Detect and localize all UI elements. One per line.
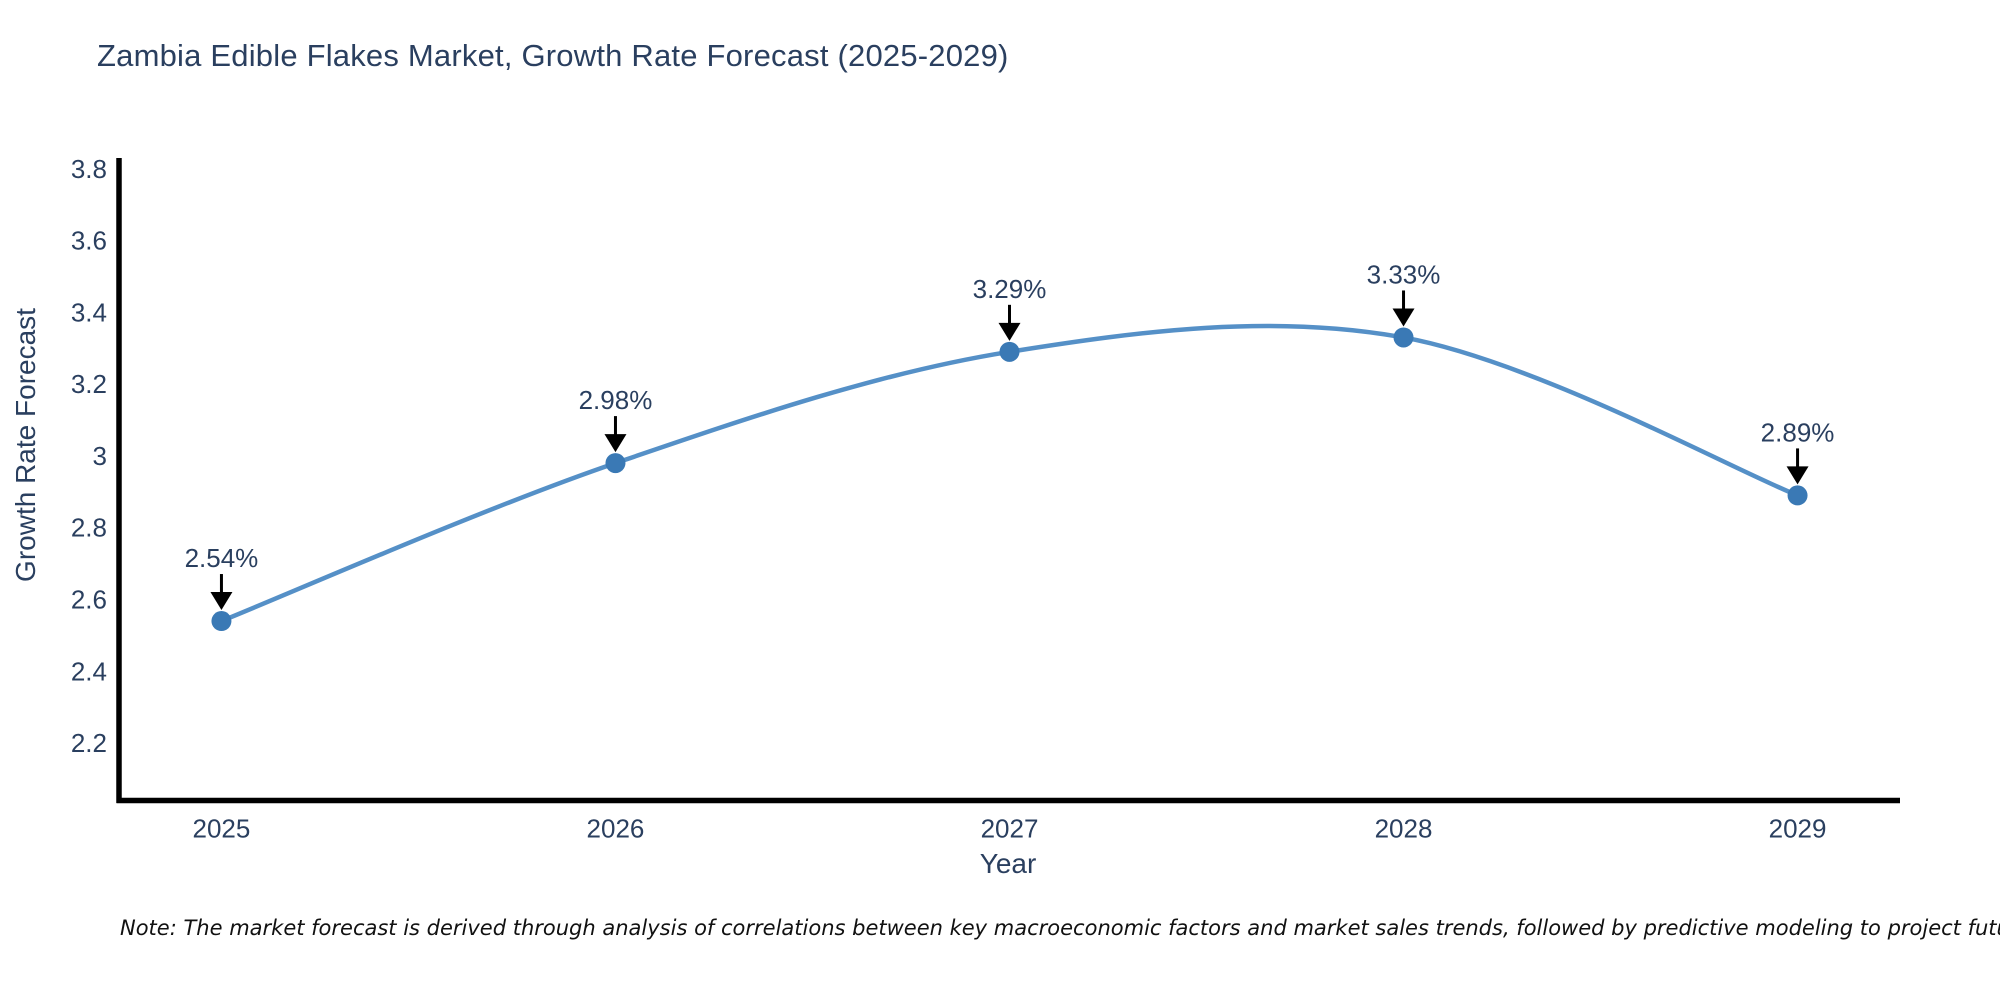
annotation-arrowhead-icon <box>210 592 233 611</box>
annotation-label: 3.33% <box>1367 259 1441 289</box>
data-point-marker[interactable] <box>211 611 232 632</box>
annotation-arrowhead-icon <box>1786 466 1809 485</box>
annotation-arrowhead-icon <box>604 434 627 453</box>
footnote: Note: The market forecast is derived thr… <box>120 916 2000 940</box>
x-tick-label: 2026 <box>587 814 645 844</box>
y-tick-label: 2.6 <box>71 584 107 614</box>
data-point-marker[interactable] <box>605 453 626 474</box>
x-tick-label: 2029 <box>1769 814 1827 844</box>
annotation-label: 2.54% <box>185 543 259 573</box>
annotation-label: 2.89% <box>1761 417 1835 447</box>
y-tick-label: 2.8 <box>71 513 107 543</box>
y-axis-title: Growth Rate Forecast <box>10 308 41 582</box>
annotation-arrowhead-icon <box>1392 308 1415 327</box>
annotation-label: 2.98% <box>579 385 653 415</box>
y-tick-label: 3 <box>93 441 107 471</box>
x-tick-label: 2027 <box>981 814 1039 844</box>
y-tick-label: 3.6 <box>71 226 107 256</box>
y-tick-label: 3.4 <box>71 297 107 327</box>
chart-title: Zambia Edible Flakes Market, Growth Rate… <box>97 38 1009 73</box>
x-axis-title: Year <box>979 848 1037 879</box>
y-tick-label: 3.2 <box>71 369 107 399</box>
annotation-arrowhead-icon <box>998 322 1021 341</box>
y-tick-label: 2.2 <box>71 728 107 758</box>
x-tick-label: 2028 <box>1375 814 1433 844</box>
series-line <box>219 323 1800 624</box>
y-tick-label: 2.4 <box>71 656 107 686</box>
y-tick-label: 3.8 <box>71 154 107 184</box>
data-point-marker[interactable] <box>1787 485 1808 506</box>
x-tick-label: 2025 <box>193 814 251 844</box>
data-point-marker[interactable] <box>999 341 1020 362</box>
data-point-marker[interactable] <box>1393 327 1414 348</box>
annotation-label: 3.29% <box>973 274 1047 304</box>
